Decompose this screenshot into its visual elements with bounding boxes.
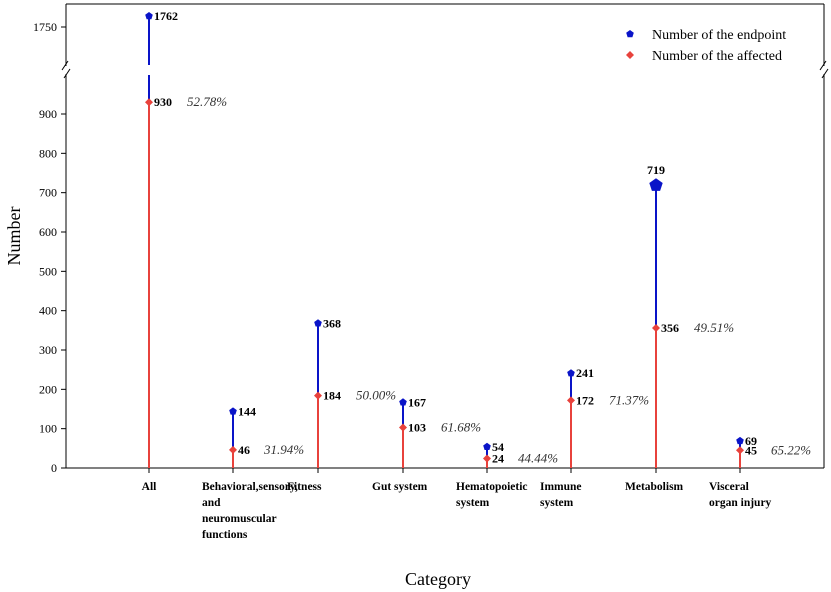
plot-frame: [61, 3, 829, 469]
affected-marker-3: [399, 423, 407, 432]
legend-affected-marker: [626, 51, 634, 59]
affected-marker-7: [736, 446, 744, 455]
y-tick-label-500: 500: [39, 264, 57, 278]
affected-marker-6: [652, 323, 660, 332]
affected-percent-6: 49.51%: [694, 320, 734, 335]
endpoint-value-1: 144: [238, 404, 256, 418]
x-tick-label-line: Behavioral,sensory,: [202, 481, 298, 493]
x-tick-label-1: Behavioral,sensory, and neuromuscular funct…: [202, 481, 298, 541]
x-tick-label-7: Visceral organ injury: [709, 481, 772, 509]
y-tick-label-600: 600: [39, 225, 57, 239]
x-tick-label-line: Fitness: [287, 481, 322, 493]
legend-affected-label: Number of the affected: [652, 49, 782, 64]
endpoint-marker-5: [567, 369, 575, 377]
chart-marks: 1762 930 52.78% 144 46 31.94% 368 184 50.00% 167 1…: [145, 9, 811, 468]
x-tick-label-line: neuromuscular: [202, 513, 277, 525]
y-tick-label-0: 0: [51, 461, 57, 475]
endpoint-marker-6: [649, 178, 663, 191]
affected-value-5: 172: [576, 393, 594, 407]
endpoint-marker-7: [736, 436, 744, 445]
x-tick-label-line: system: [540, 497, 574, 509]
endpoint-marker-4: [483, 442, 491, 450]
affected-percent-4: 44.44%: [518, 451, 558, 466]
affected-percent-3: 61.68%: [441, 419, 481, 434]
x-tick-label-line: and: [202, 497, 221, 509]
endpoint-marker-1: [229, 407, 237, 415]
x-tick-label-line: Visceral: [709, 481, 749, 493]
x-tick-label-line: Metabolism: [625, 481, 684, 493]
x-axis-title: Category: [405, 569, 471, 589]
affected-value-2: 184: [323, 389, 341, 403]
y-tick-label-900: 900: [39, 107, 57, 121]
x-tick-label-line: All: [142, 481, 157, 493]
break-mark-left-a: [61, 60, 69, 71]
x-tick-label-line: functions: [202, 529, 248, 541]
y-tick-label-800: 800: [39, 146, 57, 160]
x-axis: All Behavioral,sensory, and neuromuscular fu…: [142, 468, 772, 541]
x-tick-label-5: Immune system: [540, 481, 582, 509]
x-tick-label-4: Hematopoietic system: [456, 481, 528, 509]
y-tick-label-200: 200: [39, 382, 57, 396]
affected-value-7: 45: [745, 443, 757, 457]
endpoint-value-2: 368: [323, 316, 341, 330]
endpoint-marker-0: [145, 12, 153, 20]
affected-value-0: 930: [154, 95, 172, 109]
affected-value-4: 24: [492, 452, 504, 466]
break-mark-left-b: [63, 68, 71, 79]
x-tick-label-3: Gut system: [372, 481, 428, 493]
x-tick-label-0: All: [142, 481, 157, 493]
x-tick-label-line: Immune: [540, 481, 582, 493]
endpoint-value-6: 719: [647, 163, 665, 177]
x-tick-label-2: Fitness: [287, 481, 322, 493]
y-tick-label-300: 300: [39, 343, 57, 357]
y-axis: 0 100 200 300 400 500 600 700 800 900 1750: [33, 20, 66, 475]
affected-marker-4: [483, 454, 491, 463]
endpoint-value-3: 167: [408, 395, 426, 409]
affected-marker-2: [314, 391, 322, 400]
y-tick-label-700: 700: [39, 186, 57, 200]
x-tick-label-line: Hematopoietic: [456, 481, 528, 493]
x-tick-label-line: system: [456, 497, 490, 509]
affected-percent-2: 50.00%: [356, 388, 396, 403]
y-tick-label-100: 100: [39, 422, 57, 436]
x-tick-label-6: Metabolism: [625, 481, 684, 493]
endpoint-value-7: 69: [745, 434, 757, 448]
affected-percent-5: 71.37%: [609, 392, 649, 407]
affected-marker-0: [145, 98, 153, 107]
x-tick-label-line: organ injury: [709, 497, 772, 509]
legend-endpoint-marker: [626, 30, 634, 38]
affected-percent-0: 52.78%: [187, 94, 227, 109]
endpoint-value-5: 241: [576, 366, 594, 380]
affected-value-3: 103: [408, 420, 426, 434]
endpoint-value-4: 54: [492, 440, 504, 454]
affected-percent-7: 65.22%: [771, 442, 811, 457]
endpoint-value-0: 1762: [154, 9, 178, 23]
affected-percent-1: 31.94%: [263, 442, 304, 457]
y-axis-title: Number: [4, 207, 24, 266]
legend-endpoint-label: Number of the endpoint: [652, 28, 786, 43]
affected-value-1: 46: [238, 443, 250, 457]
break-mark-right-a: [819, 60, 827, 71]
x-tick-label-line: Gut system: [372, 481, 428, 493]
affected-marker-5: [567, 396, 575, 405]
break-mark-right-b: [821, 68, 829, 79]
legend: Number of the endpoint Number of the affe…: [626, 28, 786, 64]
affected-value-6: 356: [661, 321, 679, 335]
affected-marker-1: [229, 445, 237, 454]
endpoint-marker-2: [314, 319, 322, 327]
endpoint-marker-3: [399, 398, 407, 406]
y-tick-label-400: 400: [39, 304, 57, 318]
y-tick-label-1750: 1750: [33, 20, 57, 34]
